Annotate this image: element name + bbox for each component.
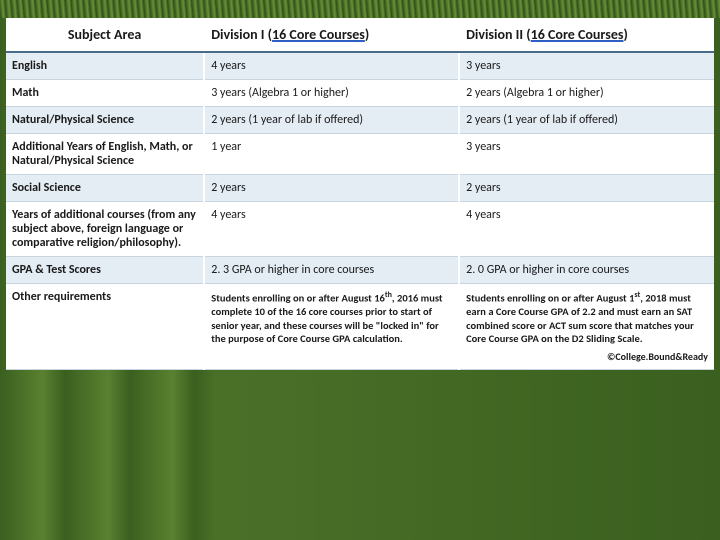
cell-d2: 4 years	[459, 202, 714, 257]
cell-d2: 3 years	[459, 52, 714, 80]
cell-d2: 2 years	[459, 175, 714, 202]
cell-d1: 3 years (Algebra 1 or higher)	[204, 80, 459, 107]
table-row: GPA & Test Scores 2. 3 GPA or higher in …	[6, 257, 714, 284]
table-row: Social Science 2 years 2 years	[6, 175, 714, 202]
cell-d1: 4 years	[204, 52, 459, 80]
cell-d1: 4 years	[204, 202, 459, 257]
cell-subject: Natural/Physical Science	[6, 107, 204, 134]
header-d1-suffix: )	[365, 26, 369, 43]
cell-d1: 2 years (1 year of lab if offered)	[204, 107, 459, 134]
header-division-1: Division I (16 Core Courses)	[204, 18, 459, 52]
copyright-text: ©College.Bound&Ready	[466, 350, 708, 363]
requirements-table: Subject Area Division I (16 Core Courses…	[6, 18, 714, 370]
cell-subject: Additional Years of English, Math, or Na…	[6, 134, 204, 175]
cell-subject: Math	[6, 80, 204, 107]
cell-d1: Students enrolling on or after August 16…	[204, 284, 459, 370]
cell-d2: 3 years	[459, 134, 714, 175]
cell-subject: Years of additional courses (from any su…	[6, 202, 204, 257]
header-d2-suffix: )	[623, 26, 627, 43]
header-division-2: Division II (16 Core Courses)	[459, 18, 714, 52]
header-d2-prefix: Division II (	[466, 26, 531, 43]
header-d1-prefix: Division I (	[211, 26, 272, 43]
table-row: Additional Years of English, Math, or Na…	[6, 134, 714, 175]
header-subject: Subject Area	[6, 18, 204, 52]
cell-d1: 1 year	[204, 134, 459, 175]
cell-d2: 2 years (1 year of lab if offered)	[459, 107, 714, 134]
cell-subject: Other requirements	[6, 284, 204, 370]
table-row: Years of additional courses (from any su…	[6, 202, 714, 257]
cell-d1: 2. 3 GPA or higher in core courses	[204, 257, 459, 284]
d1-text-a: Students enrolling on or after August 16	[211, 292, 385, 305]
cell-subject: Social Science	[6, 175, 204, 202]
header-d2-underline: 16 Core Courses	[531, 26, 624, 43]
table-row: Natural/Physical Science 2 years (1 year…	[6, 107, 714, 134]
table-row: English 4 years 3 years	[6, 52, 714, 80]
grass-background-top	[0, 0, 720, 18]
cell-d1: 2 years	[204, 175, 459, 202]
cell-subject: English	[6, 52, 204, 80]
cell-subject: GPA & Test Scores	[6, 257, 204, 284]
header-d1-underline: 16 Core Courses	[272, 26, 365, 43]
cell-d2: 2. 0 GPA or higher in core courses	[459, 257, 714, 284]
d2-text-a: Students enrolling on or after August 1	[466, 292, 634, 305]
d1-sup: th	[385, 290, 392, 300]
table-row: Math 3 years (Algebra 1 or higher) 2 yea…	[6, 80, 714, 107]
cell-d2: Students enrolling on or after August 1s…	[459, 284, 714, 370]
cell-d2: 2 years (Algebra 1 or higher)	[459, 80, 714, 107]
table-row: Other requirements Students enrolling on…	[6, 284, 714, 370]
